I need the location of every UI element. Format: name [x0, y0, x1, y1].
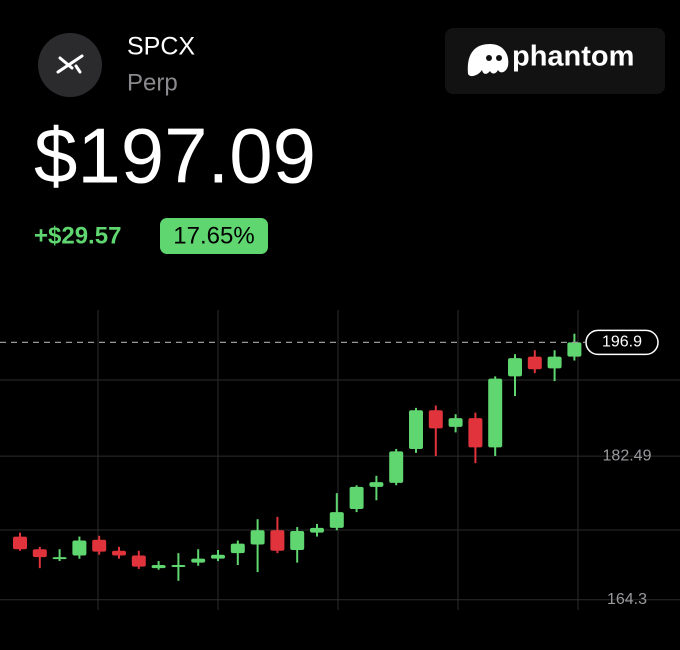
symbol: SPCX: [127, 33, 195, 61]
candle-body: [369, 482, 384, 487]
candle-body: [448, 418, 463, 427]
candle-body: [112, 550, 126, 556]
candle-body: [131, 555, 146, 567]
candle-body: [468, 418, 483, 448]
candle-body: [191, 558, 206, 563]
candle-body: [310, 527, 324, 533]
candle-body: [389, 451, 404, 483]
brand-badge: [445, 28, 665, 94]
price-change: +$29.57: [34, 222, 121, 249]
candle-body: [13, 536, 27, 550]
candle-body: [567, 342, 582, 357]
brand-name: phantom: [512, 41, 634, 73]
y-tick-label: 164.3: [607, 591, 647, 608]
candle-body: [290, 531, 305, 550]
brand-icon-eye: [486, 55, 492, 61]
candle-body: [270, 530, 285, 551]
brand-icon-eye: [496, 55, 502, 61]
candle-body: [488, 378, 503, 448]
percent-badge: [160, 218, 268, 254]
candle-body: [72, 540, 87, 556]
candle-body: [230, 543, 245, 554]
candle-body: [250, 530, 265, 545]
candle-body: [409, 410, 423, 449]
candle-body: [151, 565, 166, 569]
candle-body: [52, 557, 67, 560]
price: $197.09: [34, 112, 316, 200]
percent-change: 17.65%: [173, 222, 254, 249]
candle-body: [171, 565, 186, 567]
candle-body: [92, 539, 107, 552]
candle-body: [32, 549, 47, 558]
candle-body: [547, 356, 562, 369]
y-tick-label: 182.49: [603, 447, 652, 464]
asset-logo-glyph: [56, 54, 84, 74]
market-type: Perp: [127, 69, 178, 96]
candle-body: [428, 410, 443, 429]
grid: [0, 310, 680, 610]
last-price-label: 196.9: [602, 334, 642, 351]
candle-body: [349, 486, 364, 509]
candle-body: [329, 512, 344, 528]
candle-body: [527, 356, 542, 370]
candle-body: [508, 358, 522, 377]
last-price-badge: [585, 329, 659, 356]
candle-body: [211, 554, 225, 559]
